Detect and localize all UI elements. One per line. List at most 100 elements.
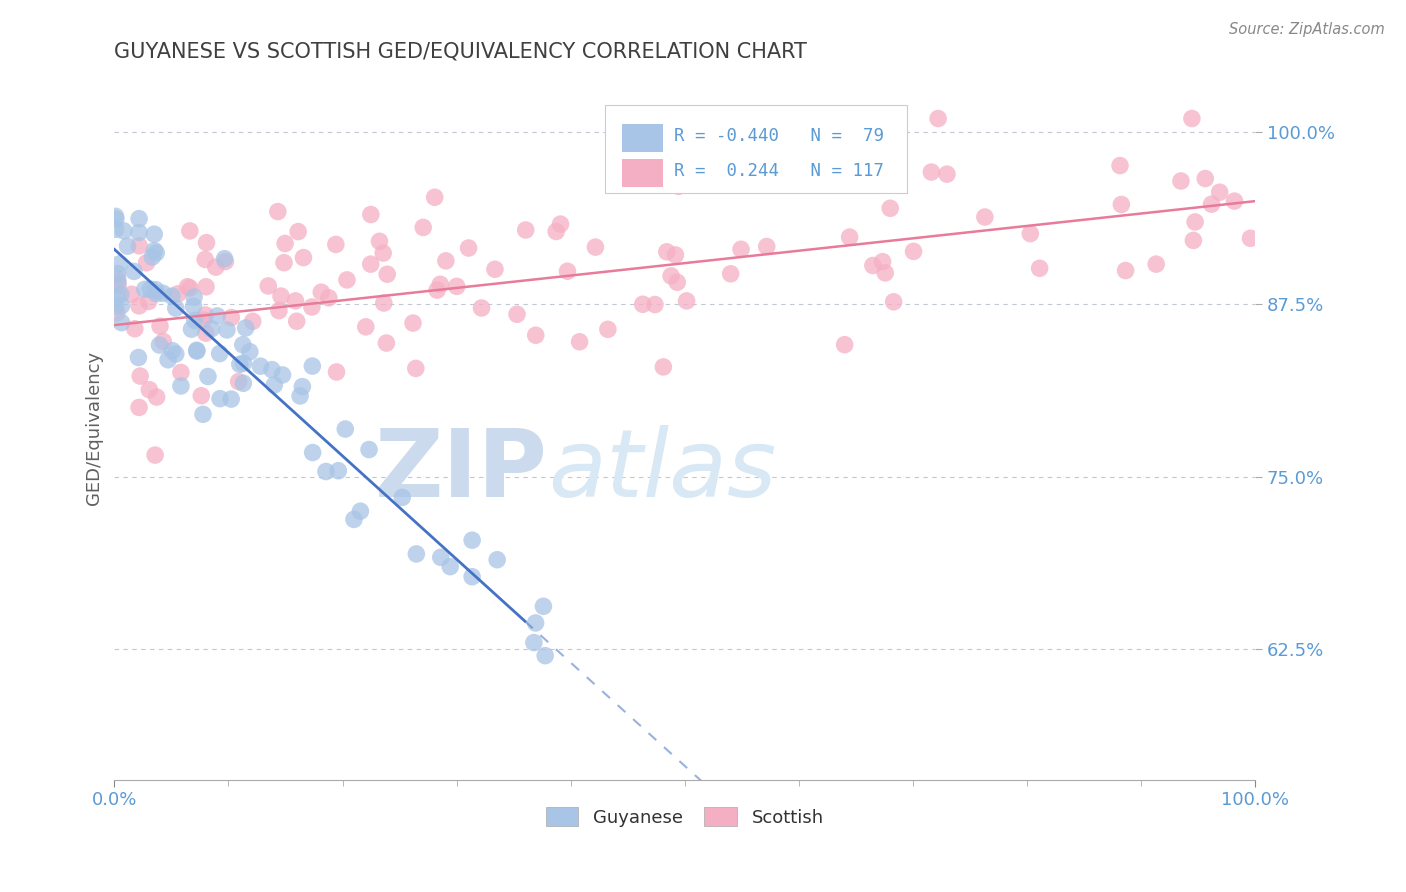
- Point: [429, 550, 451, 565]
- Point: [148, 338, 170, 352]
- Point: [145, 286, 167, 301]
- Point: [412, 220, 434, 235]
- Point: [301, 359, 323, 373]
- Point: [267, 303, 290, 318]
- Point: [354, 319, 377, 334]
- Point: [190, 389, 212, 403]
- Point: [191, 407, 214, 421]
- Point: [208, 346, 231, 360]
- Point: [470, 301, 492, 315]
- Point: [515, 223, 537, 237]
- Point: [214, 252, 236, 266]
- Legend: Guyanese, Scottish: Guyanese, Scottish: [538, 799, 831, 834]
- Point: [920, 165, 942, 179]
- Point: [157, 352, 180, 367]
- Point: [145, 245, 167, 260]
- Point: [315, 465, 337, 479]
- Point: [107, 267, 129, 281]
- Point: [484, 262, 506, 277]
- Point: [1181, 112, 1204, 126]
- Point: [138, 294, 160, 309]
- Point: [457, 241, 479, 255]
- Point: [461, 570, 484, 584]
- Point: [104, 210, 127, 224]
- Point: [121, 287, 143, 301]
- Point: [325, 365, 347, 379]
- Point: [104, 300, 127, 314]
- Point: [872, 254, 894, 268]
- Point: [128, 401, 150, 415]
- Point: [152, 286, 174, 301]
- Point: [205, 309, 228, 323]
- Point: [108, 257, 131, 271]
- Point: [644, 297, 666, 311]
- Point: [879, 201, 901, 215]
- Point: [170, 379, 193, 393]
- Point: [506, 307, 529, 321]
- Point: [271, 368, 294, 382]
- Point: [128, 299, 150, 313]
- Point: [375, 336, 398, 351]
- Point: [129, 369, 152, 384]
- Point: [195, 235, 218, 250]
- Point: [360, 257, 382, 271]
- Point: [117, 239, 139, 253]
- Point: [284, 293, 307, 308]
- Point: [214, 254, 236, 268]
- Point: [143, 244, 166, 258]
- Point: [232, 337, 254, 351]
- Point: [273, 255, 295, 269]
- Point: [183, 290, 205, 304]
- Point: [215, 323, 238, 337]
- Point: [160, 289, 183, 303]
- Point: [104, 222, 127, 236]
- Point: [112, 224, 135, 238]
- Point: [197, 369, 219, 384]
- Point: [165, 347, 187, 361]
- Point: [973, 210, 995, 224]
- Point: [368, 235, 391, 249]
- Point: [128, 211, 150, 226]
- Point: [1223, 194, 1246, 208]
- Point: [186, 344, 208, 359]
- Point: [524, 328, 547, 343]
- Point: [373, 296, 395, 310]
- Point: [128, 226, 150, 240]
- Point: [257, 279, 280, 293]
- Point: [183, 299, 205, 313]
- Point: [110, 287, 132, 301]
- Point: [200, 322, 222, 336]
- Point: [405, 361, 427, 376]
- Text: ZIP: ZIP: [375, 425, 548, 516]
- Point: [1201, 197, 1223, 211]
- Point: [152, 334, 174, 349]
- Point: [145, 283, 167, 297]
- Point: [107, 278, 129, 293]
- Point: [301, 445, 323, 459]
- Point: [1144, 257, 1167, 271]
- Point: [170, 366, 193, 380]
- Point: [270, 289, 292, 303]
- Point: [179, 224, 201, 238]
- Point: [1194, 171, 1216, 186]
- Point: [405, 547, 427, 561]
- Point: [583, 240, 606, 254]
- Point: [755, 239, 778, 253]
- Point: [127, 351, 149, 365]
- Point: [194, 252, 217, 267]
- Point: [274, 236, 297, 251]
- Point: [105, 306, 128, 320]
- Point: [105, 290, 128, 304]
- FancyBboxPatch shape: [605, 105, 907, 193]
- Point: [429, 277, 451, 292]
- Point: [546, 225, 568, 239]
- Point: [434, 253, 457, 268]
- Point: [162, 343, 184, 358]
- Point: [373, 246, 395, 260]
- Point: [194, 308, 217, 322]
- Point: [239, 344, 262, 359]
- Text: GUYANESE VS SCOTTISH GED/EQUIVALENCY CORRELATION CHART: GUYANESE VS SCOTTISH GED/EQUIVALENCY COR…: [114, 42, 807, 62]
- Point: [834, 337, 856, 351]
- Point: [204, 260, 226, 274]
- Point: [883, 294, 905, 309]
